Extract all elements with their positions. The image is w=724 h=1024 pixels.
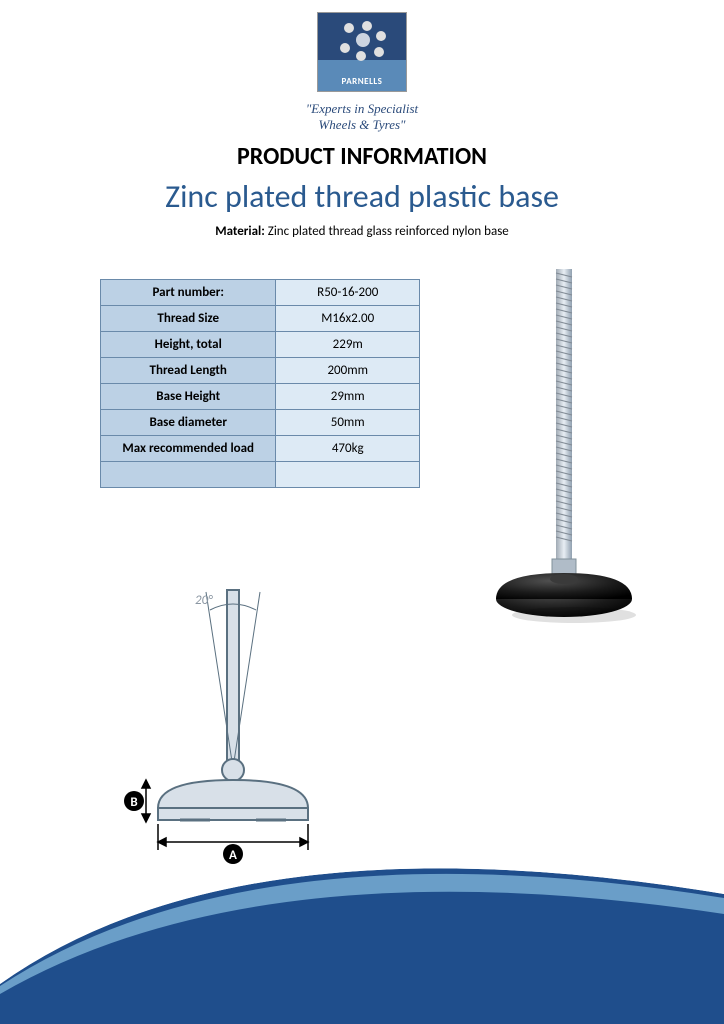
material-line: Material: Zinc plated thread glass reinf… (0, 224, 724, 239)
product-title: Zinc plated thread plastic base (0, 177, 724, 216)
spec-key: Height, total (101, 332, 276, 358)
table-row: Height, total229m (101, 332, 420, 358)
table-row: Thread SizeM16x2.00 (101, 306, 420, 332)
spec-value: 50mm (276, 410, 420, 436)
spec-key: Max recommended load (101, 436, 276, 462)
spec-key: Base diameter (101, 410, 276, 436)
table-row: Base Height29mm (101, 384, 420, 410)
table-row: Part number:R50-16-200 (101, 280, 420, 306)
brand-logo: PARNELLS (317, 12, 407, 92)
spec-key: Part number: (101, 280, 276, 306)
material-label: Material: (215, 224, 265, 239)
dim-b-label: B (130, 795, 137, 810)
product-photo (474, 259, 654, 639)
spec-value: 229m (276, 332, 420, 358)
table-row: Thread Length200mm (101, 358, 420, 384)
brand-tagline: "Experts in Specialist Wheels & Tyres" (0, 101, 724, 132)
tagline-line1: "Experts in Specialist (306, 101, 418, 116)
section-title: PRODUCT INFORMATION (0, 142, 724, 171)
dim-a-label: A (229, 848, 237, 863)
spec-table: Part number:R50-16-200 Thread SizeM16x2.… (100, 279, 420, 488)
spec-value: 200mm (276, 358, 420, 384)
brand-name: PARNELLS (318, 76, 406, 87)
spec-value: 29mm (276, 384, 420, 410)
table-row: Max recommended load470kg (101, 436, 420, 462)
table-row: Base diameter50mm (101, 410, 420, 436)
spec-value: R50-16-200 (276, 280, 420, 306)
tagline-line2: Wheels & Tyres" (318, 117, 405, 132)
spec-key: Base Height (101, 384, 276, 410)
header-logo-area: PARNELLS "Experts in Specialist Wheels &… (0, 0, 724, 132)
spec-key: Thread Length (101, 358, 276, 384)
table-row-empty (101, 462, 420, 488)
material-value: Zinc plated thread glass reinforced nylo… (268, 224, 509, 239)
spec-key: Thread Size (101, 306, 276, 332)
angle-label: 20° (195, 593, 213, 608)
spec-value: 470kg (276, 436, 420, 462)
technical-diagram: B A 20° (110, 580, 370, 870)
spec-value: M16x2.00 (276, 306, 420, 332)
